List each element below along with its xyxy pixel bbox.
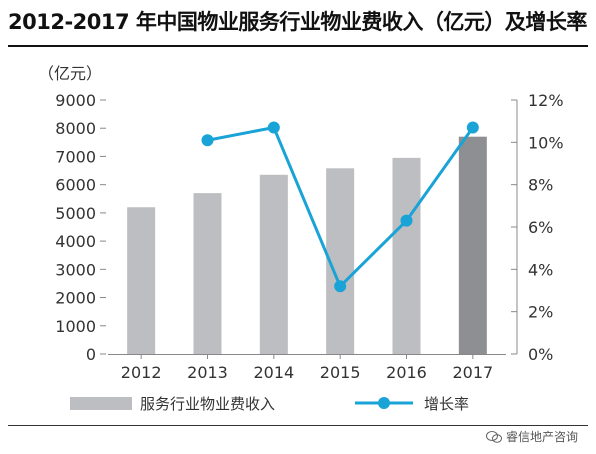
watermark: 睿信地产咨询 — [485, 428, 578, 445]
bar-2012 — [127, 207, 156, 354]
y-axis-unit-label: （亿元） — [38, 64, 102, 83]
legend-line-label: 增长率 — [424, 395, 469, 413]
left-tick-label: 7000 — [55, 147, 96, 166]
x-tick-label-2012: 2012 — [121, 363, 162, 382]
x-tick-labels: 2012 2013 2014 2015 2016 2017 — [121, 354, 493, 382]
growth-point-2015 — [334, 280, 347, 293]
x-tick-label-2015: 2015 — [320, 363, 361, 382]
bar-2014 — [259, 174, 288, 354]
right-tick-label: 6% — [528, 218, 553, 237]
wechat-icon — [485, 430, 502, 443]
growth-point-2017 — [466, 121, 479, 134]
left-tick-label: 8000 — [55, 119, 96, 138]
bar-2017 — [458, 136, 487, 354]
x-tick-label-2014: 2014 — [253, 363, 294, 382]
left-tick-label: 2000 — [55, 289, 96, 308]
left-tick-labels: 0 1000 2000 3000 4000 5000 6000 7000 8000 9000 — [55, 91, 106, 364]
x-tick-label-2017: 2017 — [452, 363, 493, 382]
bar-2016 — [392, 157, 421, 354]
growth-point-2016 — [400, 214, 413, 227]
legend-line-marker — [378, 397, 390, 409]
right-tick-label: 8% — [528, 176, 553, 195]
legend: 服务行业物业费收入 增长率 — [70, 395, 469, 413]
chart-title: 2012-2017 年中国物业服务行业物业费收入（亿元）及增长率 — [8, 10, 587, 34]
right-tick-label: 4% — [528, 260, 553, 279]
right-tick-label: 0% — [528, 345, 553, 364]
growth-point-2014 — [267, 121, 280, 134]
growth-line-group — [201, 121, 479, 293]
growth-point-2013 — [201, 134, 214, 147]
right-tick-label: 10% — [528, 133, 564, 152]
bar-2013 — [193, 193, 222, 354]
left-tick-label: 3000 — [55, 260, 96, 279]
left-tick-label: 5000 — [55, 204, 96, 223]
legend-bar-swatch — [70, 397, 132, 410]
right-tick-label: 12% — [528, 91, 564, 110]
footer-rule — [8, 425, 588, 426]
right-tick-labels: 0% 2% 4% 6% 8% 10% 12% — [528, 91, 564, 364]
legend-bar-label: 服务行业物业费收入 — [140, 395, 275, 413]
x-tick-label-2016: 2016 — [386, 363, 427, 382]
bars — [127, 136, 487, 354]
title-underline — [8, 45, 588, 47]
left-tick-label: 6000 — [55, 176, 96, 195]
left-tick-label: 4000 — [55, 232, 96, 251]
watermark-text: 睿信地产咨询 — [505, 430, 578, 444]
x-tick-label-2013: 2013 — [187, 363, 228, 382]
left-tick-label: 1000 — [55, 317, 96, 336]
right-tick-label: 2% — [528, 303, 553, 322]
right-axis — [511, 99, 518, 355]
left-tick-label: 0 — [86, 345, 96, 364]
left-tick-label: 9000 — [55, 91, 96, 110]
